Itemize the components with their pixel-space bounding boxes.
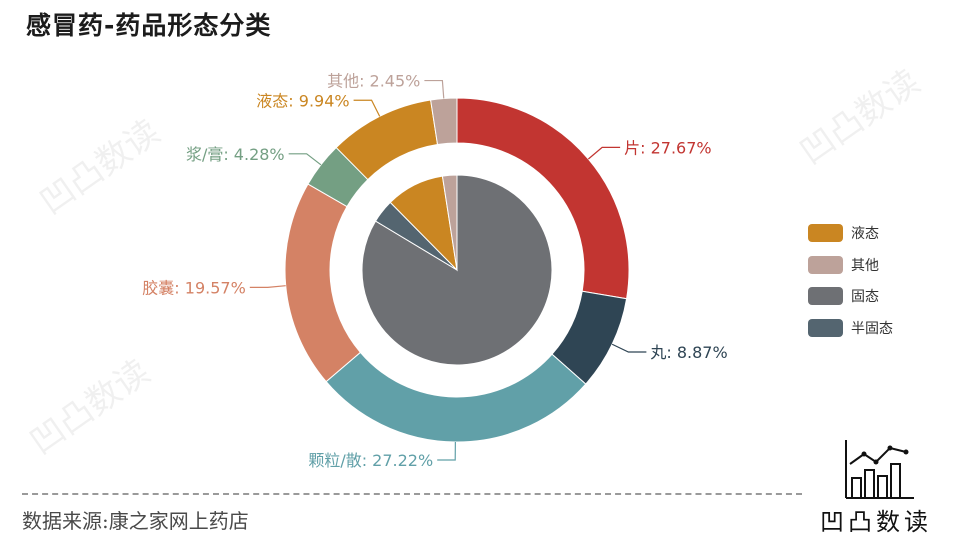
legend-label: 液态 <box>851 226 879 242</box>
label-line-丸 <box>611 343 647 353</box>
chart-logo-icon <box>845 440 914 499</box>
legend-item-液态[interactable]: 液态 <box>808 223 893 243</box>
footer-divider <box>22 493 802 495</box>
data-label-丸: 丸: 8.87% <box>650 343 727 362</box>
inner-slice-其他 <box>441 174 458 271</box>
data-label-浆-膏: 浆/膏: 4.28% <box>186 145 285 164</box>
legend-item-其他[interactable]: 其他 <box>808 255 893 275</box>
outer-slice-其他 <box>430 97 458 146</box>
chart-title: 感冒药-药品形态分类 <box>26 11 272 40</box>
legend-swatch <box>808 255 843 274</box>
chart-legend: 液态 其他 固态 半固态 <box>808 223 893 349</box>
data-source: 数据来源:康之家网上药店 <box>22 509 249 533</box>
legend-swatch <box>808 224 843 242</box>
legend-swatch <box>808 287 843 305</box>
legend-label: 固态 <box>851 289 879 305</box>
legend-label: 半固态 <box>851 320 893 337</box>
label-line-胶囊 <box>249 285 286 288</box>
outer-slice-颗粒-散 <box>325 351 587 443</box>
legend-label: 其他 <box>851 257 879 274</box>
label-line-片 <box>587 146 621 160</box>
label-line-浆-膏 <box>288 153 322 166</box>
label-line-颗粒-散 <box>437 441 456 461</box>
brand-name: 凹凸数读 <box>820 508 932 536</box>
data-label-其他: 其他: 2.45% <box>327 72 420 91</box>
legend-swatch <box>808 318 843 337</box>
legend-item-半固态[interactable]: 半固态 <box>808 318 893 338</box>
brand-logo: 凹凸数读 <box>818 436 948 536</box>
legend-item-固态[interactable]: 固态 <box>808 286 893 306</box>
outer-slice-胶囊 <box>284 183 362 383</box>
data-label-液态: 液态: 9.94% <box>256 91 349 110</box>
label-line-其他 <box>424 79 445 99</box>
data-label-胶囊: 胶囊: 19.57% <box>142 278 246 297</box>
label-line-液态 <box>353 99 381 117</box>
data-label-片: 片: 27.67% <box>624 138 712 157</box>
donut-chart: 片: 27.67% 丸: 8.87% 颗粒/散: 27.22% 胶囊: 19.57% 浆… <box>142 72 727 470</box>
data-label-颗粒-散: 颗粒/散: 27.22% <box>308 451 433 470</box>
